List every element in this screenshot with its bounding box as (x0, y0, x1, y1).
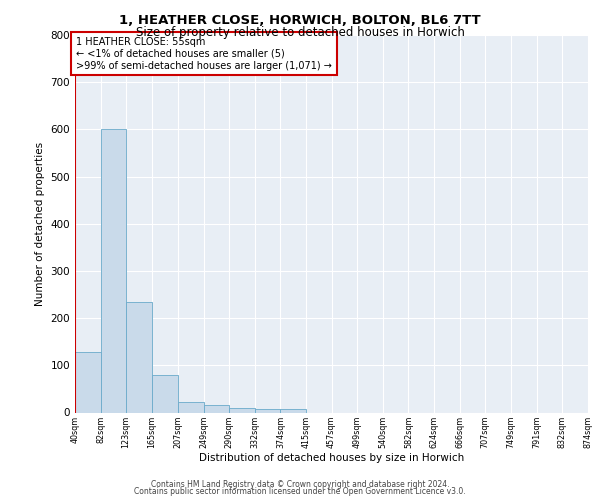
Bar (126, 302, 152, 412)
Bar (178, 402, 203, 412)
Text: Contains public sector information licensed under the Open Government Licence v3: Contains public sector information licen… (134, 487, 466, 496)
Bar (254, 408, 280, 412)
Bar (152, 375, 178, 412)
Bar (229, 408, 254, 412)
Text: Size of property relative to detached houses in Horwich: Size of property relative to detached ho… (136, 26, 464, 39)
Text: Contains HM Land Registry data © Crown copyright and database right 2024.: Contains HM Land Registry data © Crown c… (151, 480, 449, 489)
Bar (101, 130, 126, 412)
Bar (75, 352, 101, 412)
Text: 1, HEATHER CLOSE, HORWICH, BOLTON, BL6 7TT: 1, HEATHER CLOSE, HORWICH, BOLTON, BL6 7… (119, 14, 481, 27)
Y-axis label: Number of detached properties: Number of detached properties (35, 142, 45, 306)
X-axis label: Distribution of detached houses by size in Horwich: Distribution of detached houses by size … (199, 454, 464, 464)
Bar (280, 408, 305, 412)
Text: 1 HEATHER CLOSE: 55sqm
← <1% of detached houses are smaller (5)
>99% of semi-det: 1 HEATHER CLOSE: 55sqm ← <1% of detached… (76, 38, 332, 70)
Bar (203, 406, 229, 412)
